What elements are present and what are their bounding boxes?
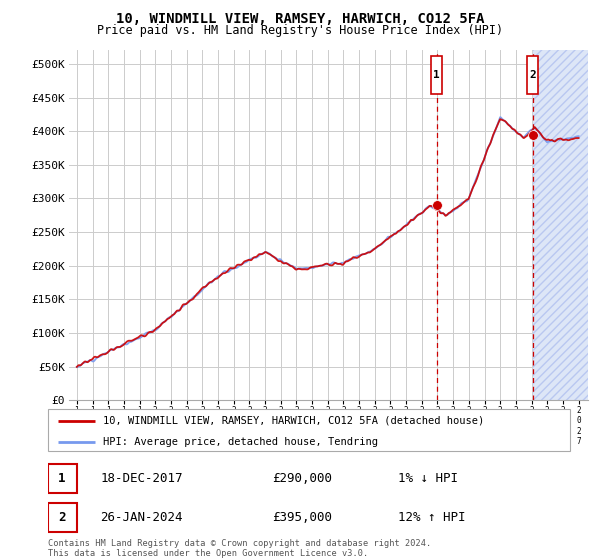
FancyBboxPatch shape <box>48 503 77 532</box>
Text: 1: 1 <box>58 472 66 485</box>
FancyBboxPatch shape <box>527 57 538 94</box>
FancyBboxPatch shape <box>431 57 442 94</box>
Text: 2: 2 <box>58 511 66 524</box>
Text: 26-JAN-2024: 26-JAN-2024 <box>100 511 182 524</box>
Text: 1% ↓ HPI: 1% ↓ HPI <box>398 472 458 485</box>
Text: £290,000: £290,000 <box>272 472 332 485</box>
Text: 2: 2 <box>529 71 536 80</box>
Text: Price paid vs. HM Land Registry's House Price Index (HPI): Price paid vs. HM Land Registry's House … <box>97 24 503 37</box>
Text: 10, WINDMILL VIEW, RAMSEY, HARWICH, CO12 5FA (detached house): 10, WINDMILL VIEW, RAMSEY, HARWICH, CO12… <box>103 416 484 426</box>
Text: HPI: Average price, detached house, Tendring: HPI: Average price, detached house, Tend… <box>103 437 378 446</box>
Text: Contains HM Land Registry data © Crown copyright and database right 2024.
This d: Contains HM Land Registry data © Crown c… <box>48 539 431 558</box>
Bar <box>533 50 588 400</box>
Text: £395,000: £395,000 <box>272 511 332 524</box>
FancyBboxPatch shape <box>48 409 570 451</box>
FancyBboxPatch shape <box>48 464 77 493</box>
Text: 18-DEC-2017: 18-DEC-2017 <box>100 472 182 485</box>
Text: 10, WINDMILL VIEW, RAMSEY, HARWICH, CO12 5FA: 10, WINDMILL VIEW, RAMSEY, HARWICH, CO12… <box>116 12 484 26</box>
Bar <box>533 50 588 400</box>
Text: 12% ↑ HPI: 12% ↑ HPI <box>398 511 465 524</box>
Text: 1: 1 <box>433 71 440 80</box>
